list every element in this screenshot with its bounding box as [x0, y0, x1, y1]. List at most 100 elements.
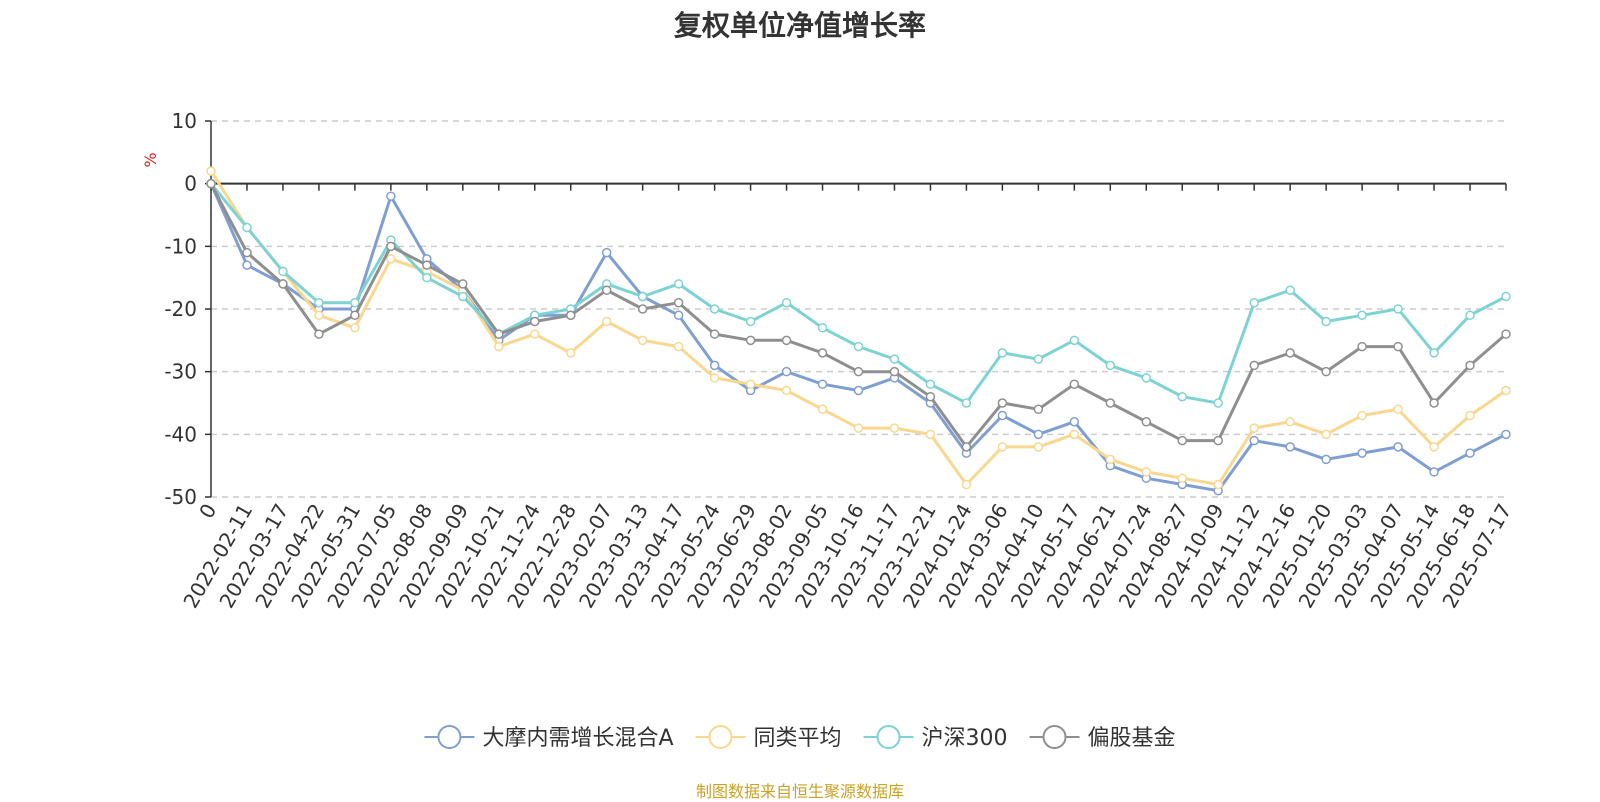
data-point: [1069, 417, 1080, 427]
data-point: [1357, 341, 1367, 352]
data-point: [745, 316, 756, 327]
data-point: [1285, 348, 1295, 358]
data-point: [1213, 435, 1223, 446]
data-point: [350, 310, 360, 321]
y-tick-label: -20: [164, 297, 197, 321]
data-point: [458, 291, 468, 302]
data-point: [1141, 373, 1152, 383]
data-point: [1321, 454, 1331, 465]
data-point: [817, 323, 828, 333]
data-point: [601, 285, 612, 295]
source-note: 制图数据来自恒生聚源数据库: [695, 782, 904, 801]
data-point: [565, 310, 576, 321]
data-point: [1069, 429, 1080, 440]
data-point: [206, 166, 216, 176]
data-point: [781, 366, 792, 377]
data-point: [314, 329, 324, 339]
legend-marker: [876, 725, 901, 749]
legend-label: 同类平均: [754, 726, 842, 751]
data-point: [709, 360, 720, 371]
data-point: [1177, 391, 1187, 402]
data-point: [1069, 335, 1080, 346]
data-point: [386, 241, 396, 252]
data-point: [853, 366, 864, 377]
data-point: [1357, 448, 1367, 458]
legend-marker: [708, 725, 733, 749]
data-point: [422, 260, 432, 270]
data-point: [817, 404, 828, 415]
data-point: [1033, 442, 1044, 452]
data-point: [1501, 291, 1511, 302]
data-point: [278, 266, 288, 277]
data-point: [1069, 379, 1080, 389]
data-point: [637, 335, 648, 346]
data-point: [601, 247, 612, 258]
data-point: [997, 348, 1008, 358]
data-point: [1429, 442, 1439, 452]
data-point: [817, 348, 828, 358]
data-point: [1249, 423, 1259, 433]
data-point: [997, 442, 1008, 452]
data-point: [1285, 417, 1295, 427]
data-point: [1321, 429, 1331, 440]
data-point: [1501, 329, 1511, 339]
data-point: [1141, 417, 1152, 427]
data-point: [1105, 360, 1116, 371]
data-point: [1393, 304, 1403, 314]
legend-marker: [1042, 725, 1067, 749]
data-point: [637, 304, 648, 314]
data-point: [1177, 435, 1187, 446]
series-line-1: [209, 183, 1507, 493]
data-point: [206, 178, 216, 189]
y-tick-label: -50: [164, 485, 197, 509]
data-point: [925, 429, 936, 440]
data-point: [278, 279, 288, 289]
data-point: [1393, 341, 1403, 352]
data-point: [1213, 398, 1223, 408]
data-point: [889, 354, 900, 364]
data-point: [997, 398, 1008, 408]
data-point: [1033, 354, 1044, 364]
data-point: [961, 479, 972, 490]
data-point: [1393, 404, 1403, 415]
data-point: [1501, 385, 1511, 396]
data-point: [601, 316, 612, 327]
data-point: [530, 329, 540, 339]
grid-lines: [211, 120, 1506, 498]
data-point: [242, 260, 252, 270]
y-tick-label: 10: [172, 109, 197, 133]
data-point: [242, 247, 252, 258]
data-point: [1285, 285, 1295, 295]
data-point: [242, 222, 252, 233]
data-point: [1321, 316, 1331, 327]
data-point: [925, 379, 936, 389]
data-point: [673, 297, 684, 308]
data-point: [1249, 297, 1259, 308]
data-point: [781, 335, 792, 346]
data-point: [817, 379, 828, 389]
data-point: [853, 385, 864, 396]
chart-title: 复权单位净值增长率: [673, 9, 926, 42]
legend-item-2: 同类平均: [695, 725, 842, 751]
data-point: [1105, 454, 1116, 465]
legend-label: 沪深300: [922, 726, 1008, 751]
data-point: [745, 379, 756, 389]
data-point: [1501, 429, 1511, 440]
data-point: [709, 304, 720, 314]
data-point: [925, 391, 936, 402]
data-point: [889, 366, 900, 377]
legend-label: 大摩内需增长混合A: [482, 726, 673, 751]
data-point: [745, 335, 756, 346]
data-point: [709, 329, 720, 339]
data-point: [1429, 398, 1439, 408]
series-line-2: [209, 170, 1507, 486]
data-point: [350, 323, 360, 333]
legend-item-4: 偏股基金: [1029, 725, 1176, 751]
data-point: [1465, 410, 1475, 421]
data-point: [709, 373, 720, 383]
data-point: [458, 279, 468, 289]
data-point: [565, 348, 576, 358]
data-point: [637, 291, 648, 302]
data-point: [1429, 348, 1439, 358]
